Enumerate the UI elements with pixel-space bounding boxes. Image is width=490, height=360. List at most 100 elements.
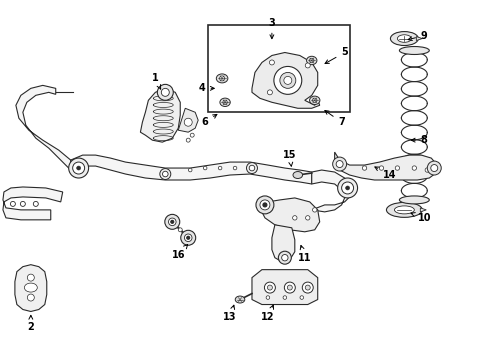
Circle shape: [181, 230, 196, 245]
Circle shape: [284, 76, 292, 84]
Ellipse shape: [310, 96, 320, 104]
Ellipse shape: [307, 56, 317, 65]
Text: 13: 13: [223, 305, 237, 323]
Circle shape: [412, 166, 416, 170]
Circle shape: [305, 285, 310, 290]
Text: 4: 4: [199, 84, 214, 93]
Text: 16: 16: [172, 244, 188, 260]
Circle shape: [184, 234, 192, 242]
Circle shape: [169, 218, 176, 226]
Circle shape: [395, 166, 400, 170]
Circle shape: [336, 161, 343, 167]
Circle shape: [431, 165, 438, 171]
Circle shape: [178, 228, 182, 232]
Polygon shape: [178, 108, 198, 132]
Circle shape: [73, 162, 85, 174]
Circle shape: [203, 166, 207, 170]
Circle shape: [246, 163, 257, 174]
Polygon shape: [416, 37, 422, 41]
Circle shape: [379, 166, 384, 170]
Circle shape: [306, 216, 310, 220]
Polygon shape: [335, 152, 437, 180]
Circle shape: [27, 294, 34, 301]
Circle shape: [249, 165, 255, 171]
Ellipse shape: [235, 296, 245, 303]
Polygon shape: [252, 270, 318, 305]
Circle shape: [313, 98, 317, 103]
Text: 1: 1: [152, 73, 161, 89]
Ellipse shape: [293, 171, 303, 179]
Polygon shape: [420, 208, 426, 212]
Text: 2: 2: [27, 315, 34, 332]
Circle shape: [270, 60, 274, 65]
Circle shape: [27, 284, 34, 291]
Text: 5: 5: [325, 48, 348, 64]
Circle shape: [161, 88, 169, 96]
Circle shape: [284, 282, 295, 293]
Circle shape: [338, 178, 358, 198]
Circle shape: [256, 196, 274, 214]
Circle shape: [69, 158, 89, 178]
Ellipse shape: [216, 74, 228, 83]
Circle shape: [184, 118, 192, 126]
Circle shape: [305, 63, 310, 68]
Text: 8: 8: [411, 135, 428, 145]
Circle shape: [263, 203, 267, 207]
Circle shape: [310, 58, 314, 63]
Circle shape: [345, 186, 349, 190]
Polygon shape: [260, 198, 319, 232]
Circle shape: [425, 168, 430, 172]
Circle shape: [287, 285, 293, 290]
Circle shape: [33, 201, 38, 206]
Circle shape: [278, 251, 292, 264]
Circle shape: [333, 157, 346, 171]
Ellipse shape: [220, 98, 230, 107]
Ellipse shape: [391, 32, 418, 45]
Text: 6: 6: [202, 114, 217, 127]
Polygon shape: [252, 53, 319, 108]
Circle shape: [302, 282, 313, 293]
Circle shape: [10, 201, 15, 206]
Text: 11: 11: [298, 246, 312, 263]
Circle shape: [342, 182, 354, 194]
Bar: [208, 24, 349, 112]
Circle shape: [282, 255, 288, 261]
Text: 15: 15: [283, 150, 296, 166]
Circle shape: [300, 296, 304, 299]
Circle shape: [160, 168, 171, 180]
Circle shape: [362, 166, 367, 170]
Circle shape: [220, 76, 224, 81]
Text: 10: 10: [411, 213, 431, 223]
Ellipse shape: [399, 196, 429, 204]
Polygon shape: [15, 265, 47, 311]
Circle shape: [27, 274, 34, 281]
Text: 3: 3: [269, 18, 275, 39]
Circle shape: [165, 214, 180, 229]
Circle shape: [21, 201, 25, 206]
Circle shape: [313, 208, 317, 212]
Circle shape: [76, 166, 81, 170]
Circle shape: [283, 296, 287, 299]
Circle shape: [189, 168, 192, 172]
Polygon shape: [272, 225, 295, 262]
Circle shape: [163, 171, 168, 177]
Polygon shape: [71, 155, 312, 184]
Polygon shape: [141, 88, 180, 142]
Text: 14: 14: [375, 167, 396, 180]
Ellipse shape: [394, 206, 415, 214]
Ellipse shape: [399, 46, 429, 54]
Circle shape: [190, 133, 194, 137]
Circle shape: [260, 200, 270, 210]
Polygon shape: [16, 85, 71, 170]
Circle shape: [219, 166, 222, 170]
Circle shape: [266, 296, 270, 299]
Circle shape: [223, 100, 227, 104]
Text: 7: 7: [325, 111, 345, 127]
Circle shape: [293, 216, 297, 220]
Circle shape: [157, 84, 173, 100]
Text: 12: 12: [261, 305, 275, 323]
Circle shape: [171, 220, 174, 223]
Circle shape: [265, 282, 275, 293]
Polygon shape: [312, 170, 352, 212]
Ellipse shape: [397, 35, 412, 42]
